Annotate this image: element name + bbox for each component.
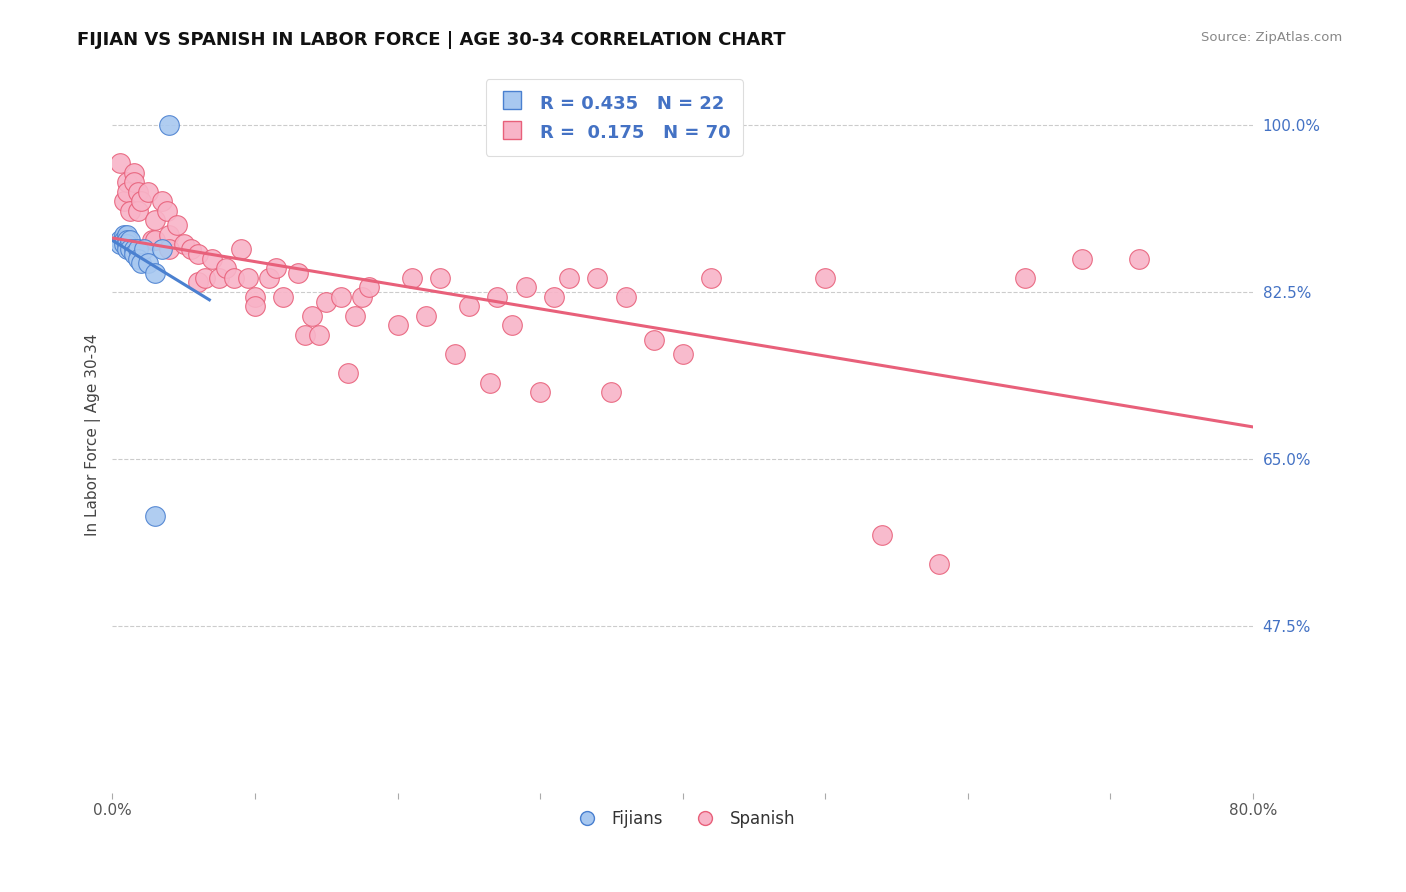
Point bbox=[127, 203, 149, 218]
Point bbox=[180, 242, 202, 256]
Point bbox=[150, 194, 173, 209]
Point bbox=[115, 233, 138, 247]
Point bbox=[614, 290, 637, 304]
Point bbox=[401, 270, 423, 285]
Point bbox=[143, 213, 166, 227]
Point bbox=[115, 242, 138, 256]
Point bbox=[129, 194, 152, 209]
Point bbox=[257, 270, 280, 285]
Point bbox=[108, 233, 131, 247]
Point bbox=[129, 256, 152, 270]
Point bbox=[586, 270, 609, 285]
Point bbox=[229, 242, 252, 256]
Point bbox=[557, 270, 579, 285]
Point bbox=[429, 270, 451, 285]
Point bbox=[329, 290, 352, 304]
Point bbox=[143, 509, 166, 524]
Point bbox=[150, 242, 173, 256]
Point bbox=[243, 290, 266, 304]
Point bbox=[350, 290, 373, 304]
Point bbox=[132, 242, 155, 256]
Point bbox=[700, 270, 723, 285]
Point bbox=[643, 333, 665, 347]
Point bbox=[122, 242, 145, 256]
Point bbox=[486, 290, 509, 304]
Point bbox=[141, 233, 163, 247]
Point bbox=[243, 299, 266, 313]
Text: FIJIAN VS SPANISH IN LABOR FORCE | AGE 30-34 CORRELATION CHART: FIJIAN VS SPANISH IN LABOR FORCE | AGE 3… bbox=[77, 31, 786, 49]
Point bbox=[122, 166, 145, 180]
Point bbox=[108, 156, 131, 170]
Point bbox=[294, 327, 316, 342]
Text: Source: ZipAtlas.com: Source: ZipAtlas.com bbox=[1202, 31, 1343, 45]
Point bbox=[159, 118, 181, 132]
Point bbox=[108, 237, 131, 252]
Point bbox=[457, 299, 479, 313]
Point bbox=[501, 318, 523, 333]
Point bbox=[159, 242, 181, 256]
Point bbox=[112, 233, 135, 247]
Point bbox=[814, 270, 837, 285]
Point bbox=[159, 227, 181, 242]
Point bbox=[136, 185, 159, 199]
Point bbox=[115, 237, 138, 252]
Point bbox=[122, 247, 145, 261]
Point bbox=[928, 557, 950, 571]
Point bbox=[529, 385, 551, 400]
Point bbox=[1070, 252, 1092, 266]
Legend: Fijians, Spanish: Fijians, Spanish bbox=[564, 803, 801, 834]
Point bbox=[143, 266, 166, 280]
Point bbox=[187, 247, 209, 261]
Point bbox=[166, 219, 188, 233]
Point bbox=[1014, 270, 1036, 285]
Point bbox=[115, 185, 138, 199]
Point bbox=[155, 203, 177, 218]
Point bbox=[118, 233, 141, 247]
Point bbox=[118, 242, 141, 256]
Point bbox=[115, 175, 138, 189]
Point bbox=[273, 290, 295, 304]
Point bbox=[222, 270, 245, 285]
Point bbox=[127, 185, 149, 199]
Point bbox=[357, 280, 380, 294]
Point bbox=[112, 237, 135, 252]
Point bbox=[143, 233, 166, 247]
Point bbox=[112, 194, 135, 209]
Point bbox=[112, 227, 135, 242]
Point bbox=[872, 528, 894, 542]
Point bbox=[118, 203, 141, 218]
Point bbox=[201, 252, 224, 266]
Point bbox=[308, 327, 330, 342]
Point bbox=[336, 366, 359, 380]
Point bbox=[266, 261, 288, 276]
Point bbox=[173, 237, 195, 252]
Point bbox=[479, 376, 502, 390]
Point bbox=[287, 266, 309, 280]
Point bbox=[194, 270, 217, 285]
Point bbox=[415, 309, 437, 323]
Point bbox=[301, 309, 323, 323]
Point bbox=[122, 175, 145, 189]
Point bbox=[315, 294, 337, 309]
Point bbox=[600, 385, 623, 400]
Point bbox=[515, 280, 537, 294]
Point bbox=[1128, 252, 1150, 266]
Point bbox=[543, 290, 565, 304]
Point bbox=[387, 318, 409, 333]
Point bbox=[236, 270, 259, 285]
Point bbox=[672, 347, 695, 361]
Point bbox=[208, 270, 231, 285]
Point bbox=[127, 252, 149, 266]
Point bbox=[443, 347, 465, 361]
Y-axis label: In Labor Force | Age 30-34: In Labor Force | Age 30-34 bbox=[86, 334, 101, 536]
Point bbox=[215, 261, 238, 276]
Point bbox=[127, 242, 149, 256]
Point bbox=[343, 309, 366, 323]
Point bbox=[115, 227, 138, 242]
Point bbox=[187, 276, 209, 290]
Point bbox=[136, 256, 159, 270]
